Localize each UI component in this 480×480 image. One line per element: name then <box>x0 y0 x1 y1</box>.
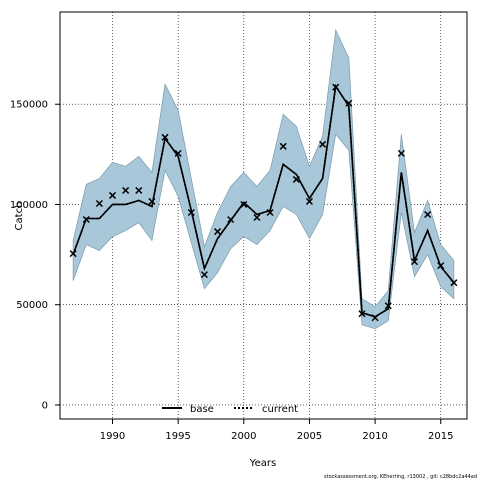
data-point-marker <box>122 186 130 194</box>
marker-stroke <box>358 310 366 318</box>
marker-stroke <box>332 83 340 91</box>
data-point-marker <box>266 208 274 217</box>
plot-frame <box>59 11 468 420</box>
data-point-marker <box>227 215 235 224</box>
marker-stroke <box>200 271 208 279</box>
grid <box>60 12 467 419</box>
marker-stroke <box>240 200 248 209</box>
marker-stroke <box>279 142 287 150</box>
marker-stroke <box>108 191 117 199</box>
marker-stroke <box>214 228 222 236</box>
marker-stroke <box>305 197 313 205</box>
data-point-marker <box>279 142 287 150</box>
x-tick-label: 1995 <box>165 431 190 442</box>
legend: base current <box>162 404 298 415</box>
series-lines <box>72 83 455 318</box>
y-tick-label: 100000 <box>10 200 48 211</box>
data-point-marker <box>161 133 169 141</box>
marker-stroke <box>174 149 182 157</box>
marker-stroke <box>266 208 274 217</box>
data-point-marker <box>95 199 103 208</box>
y-tick-label: 0 <box>42 400 48 411</box>
x-axis: 1990 1995 2000 2005 2010 2015 <box>100 419 453 442</box>
y-axis: 0 50000 100000 150000 <box>10 100 60 411</box>
x-tick-label: 2005 <box>297 431 322 442</box>
marker-stroke <box>345 99 353 107</box>
marker-stroke <box>148 197 156 205</box>
data-point-marker <box>345 99 353 107</box>
data-point-marker <box>437 262 445 270</box>
x-tick-label: 2015 <box>428 431 453 442</box>
marker-stroke <box>450 279 458 287</box>
marker-stroke <box>410 258 419 266</box>
y-axis-title: Catch <box>14 202 25 231</box>
y-tick-label: 150000 <box>10 100 48 111</box>
data-point-marker <box>292 175 300 183</box>
marker-stroke <box>292 175 300 183</box>
x-tick-label: 2010 <box>362 431 387 442</box>
x-axis-title: Years <box>249 458 276 469</box>
data-point-marker <box>135 186 143 194</box>
marker-stroke <box>187 208 195 217</box>
data-point-marker <box>174 149 182 157</box>
y-tick-label: 50000 <box>16 300 48 311</box>
data-point-marker <box>424 210 432 219</box>
marker-stroke <box>161 133 169 141</box>
data-point-marker <box>358 310 366 318</box>
marker-stroke <box>437 262 445 270</box>
data-point-marker <box>240 200 248 209</box>
data-point-marker <box>214 228 222 236</box>
data-point-marker <box>69 250 77 258</box>
marker-stroke <box>319 140 327 148</box>
data-point-marker <box>397 149 405 157</box>
legend-current-label: current <box>262 404 298 415</box>
observed-markers <box>69 83 458 322</box>
data-point-marker <box>384 302 392 310</box>
data-point-marker <box>305 197 313 205</box>
data-point-marker <box>82 215 90 224</box>
data-point-marker <box>187 208 195 217</box>
data-point-marker <box>332 83 340 91</box>
marker-stroke <box>424 210 432 219</box>
marker-stroke <box>227 215 235 224</box>
data-point-marker <box>371 314 379 322</box>
legend-base-label: base <box>190 404 214 415</box>
x-tick-label: 2000 <box>231 431 256 442</box>
marker-stroke <box>253 213 261 222</box>
x-tick-label: 1990 <box>100 431 125 442</box>
marker-stroke <box>69 250 77 258</box>
data-point-marker <box>410 258 419 266</box>
confidence-band <box>72 28 455 330</box>
marker-stroke <box>122 186 130 194</box>
marker-stroke <box>82 215 90 224</box>
series-line-current <box>72 83 455 318</box>
data-point-marker <box>253 213 261 222</box>
marker-stroke <box>371 314 379 322</box>
data-point-marker <box>319 140 327 148</box>
data-point-marker <box>450 279 458 287</box>
marker-stroke <box>95 199 103 208</box>
data-point-marker <box>108 191 117 199</box>
data-point-marker <box>148 197 156 205</box>
marker-stroke <box>384 302 392 310</box>
data-point-marker <box>200 271 208 279</box>
marker-stroke <box>135 186 143 194</box>
marker-stroke <box>397 149 405 157</box>
footer-credit: stockassessment.org, KEherring, r13002 ,… <box>324 474 477 480</box>
